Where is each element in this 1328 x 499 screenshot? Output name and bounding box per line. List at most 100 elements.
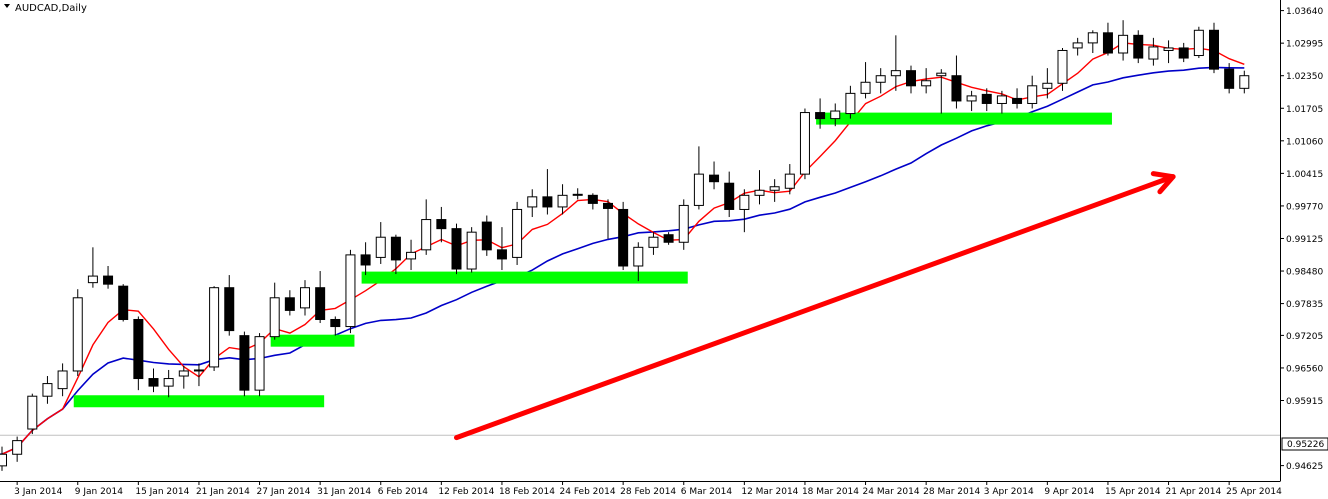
candle[interactable] xyxy=(193,363,204,387)
candle[interactable] xyxy=(1133,30,1144,64)
candle[interactable] xyxy=(906,65,916,94)
candle-body xyxy=(1224,68,1235,89)
candle[interactable] xyxy=(178,365,189,389)
trend-arrow-head xyxy=(1150,171,1176,195)
candle[interactable] xyxy=(921,68,932,94)
candle[interactable] xyxy=(754,170,765,205)
candle[interactable] xyxy=(618,201,629,271)
candle[interactable] xyxy=(724,171,735,218)
candle[interactable] xyxy=(421,199,432,255)
candle[interactable] xyxy=(799,108,810,180)
candle[interactable] xyxy=(481,215,492,256)
candle[interactable] xyxy=(527,189,538,218)
candle[interactable] xyxy=(890,35,901,91)
candle[interactable] xyxy=(951,55,962,109)
candle[interactable] xyxy=(87,247,98,288)
candle-body xyxy=(693,173,704,206)
candle[interactable] xyxy=(966,90,977,112)
candle[interactable] xyxy=(224,275,235,336)
candle-body xyxy=(421,219,432,251)
candle[interactable] xyxy=(1178,42,1189,63)
candle-body xyxy=(1239,75,1250,89)
candle[interactable] xyxy=(239,331,250,397)
candle[interactable] xyxy=(1118,20,1129,61)
candle-body xyxy=(239,335,250,391)
candle[interactable] xyxy=(12,436,23,462)
candle[interactable] xyxy=(163,369,174,398)
candle[interactable] xyxy=(451,223,462,275)
candle[interactable] xyxy=(648,232,659,255)
candle[interactable] xyxy=(1224,63,1235,94)
chart-menu-triangle-icon[interactable] xyxy=(4,4,10,8)
candle[interactable] xyxy=(1087,30,1098,53)
candle[interactable] xyxy=(996,90,1007,114)
candle[interactable] xyxy=(936,69,947,114)
candle[interactable] xyxy=(300,280,310,316)
candle[interactable] xyxy=(284,290,295,316)
candle[interactable] xyxy=(572,188,583,200)
candle[interactable] xyxy=(512,201,523,265)
candle[interactable] xyxy=(1027,75,1038,109)
candle-body xyxy=(1012,97,1023,104)
candle[interactable] xyxy=(542,169,553,215)
candle[interactable] xyxy=(603,199,613,239)
candle[interactable] xyxy=(1163,40,1174,64)
candle[interactable] xyxy=(830,103,841,127)
candle[interactable] xyxy=(1102,22,1113,56)
candle[interactable] xyxy=(118,284,129,322)
candle[interactable] xyxy=(375,222,386,264)
candle-body xyxy=(618,208,629,267)
candle-body xyxy=(12,440,23,455)
candle[interactable] xyxy=(1072,37,1083,56)
candle[interactable] xyxy=(390,234,401,275)
time-tick-label: 18 Feb 2014 xyxy=(499,487,555,497)
candle[interactable] xyxy=(860,62,871,99)
candle[interactable] xyxy=(739,189,750,233)
candle[interactable] xyxy=(148,368,159,393)
time-tick-label: 24 Mar 2014 xyxy=(863,487,920,497)
candle[interactable] xyxy=(633,242,644,282)
candle[interactable] xyxy=(678,199,689,250)
candle[interactable] xyxy=(875,68,886,94)
candle[interactable] xyxy=(360,242,371,276)
candle[interactable] xyxy=(663,232,674,245)
candle[interactable] xyxy=(587,193,598,210)
candle[interactable] xyxy=(466,227,477,273)
candle[interactable] xyxy=(345,249,356,334)
candle[interactable] xyxy=(1239,70,1250,94)
candle-body xyxy=(1148,46,1159,60)
candle[interactable] xyxy=(0,446,7,471)
candle[interactable] xyxy=(1012,88,1023,109)
candle[interactable] xyxy=(1148,37,1159,66)
candle[interactable] xyxy=(769,179,780,202)
candle[interactable] xyxy=(1193,26,1204,59)
candle[interactable] xyxy=(557,184,568,215)
candle[interactable] xyxy=(693,146,704,210)
candle[interactable] xyxy=(269,282,280,340)
candle[interactable] xyxy=(133,316,144,391)
candle[interactable] xyxy=(1042,68,1053,99)
candle[interactable] xyxy=(72,289,83,377)
candle[interactable] xyxy=(436,206,447,243)
candle[interactable] xyxy=(406,239,417,271)
candle[interactable] xyxy=(315,271,326,324)
candle[interactable] xyxy=(981,88,992,112)
candle[interactable] xyxy=(330,316,341,336)
candle[interactable] xyxy=(784,164,795,195)
candle[interactable] xyxy=(57,363,68,397)
candle[interactable] xyxy=(42,376,53,404)
candle-body xyxy=(845,92,856,115)
candle[interactable] xyxy=(1057,47,1068,91)
candle[interactable] xyxy=(209,286,220,371)
candle-body xyxy=(481,221,492,251)
candle[interactable] xyxy=(1209,22,1219,74)
candle[interactable] xyxy=(845,85,856,119)
candle[interactable] xyxy=(103,265,114,289)
candle[interactable] xyxy=(27,393,38,435)
candle[interactable] xyxy=(254,333,265,397)
candle[interactable] xyxy=(815,98,826,129)
candle[interactable] xyxy=(709,161,720,190)
candle-body xyxy=(936,72,947,77)
candle[interactable] xyxy=(496,227,507,271)
